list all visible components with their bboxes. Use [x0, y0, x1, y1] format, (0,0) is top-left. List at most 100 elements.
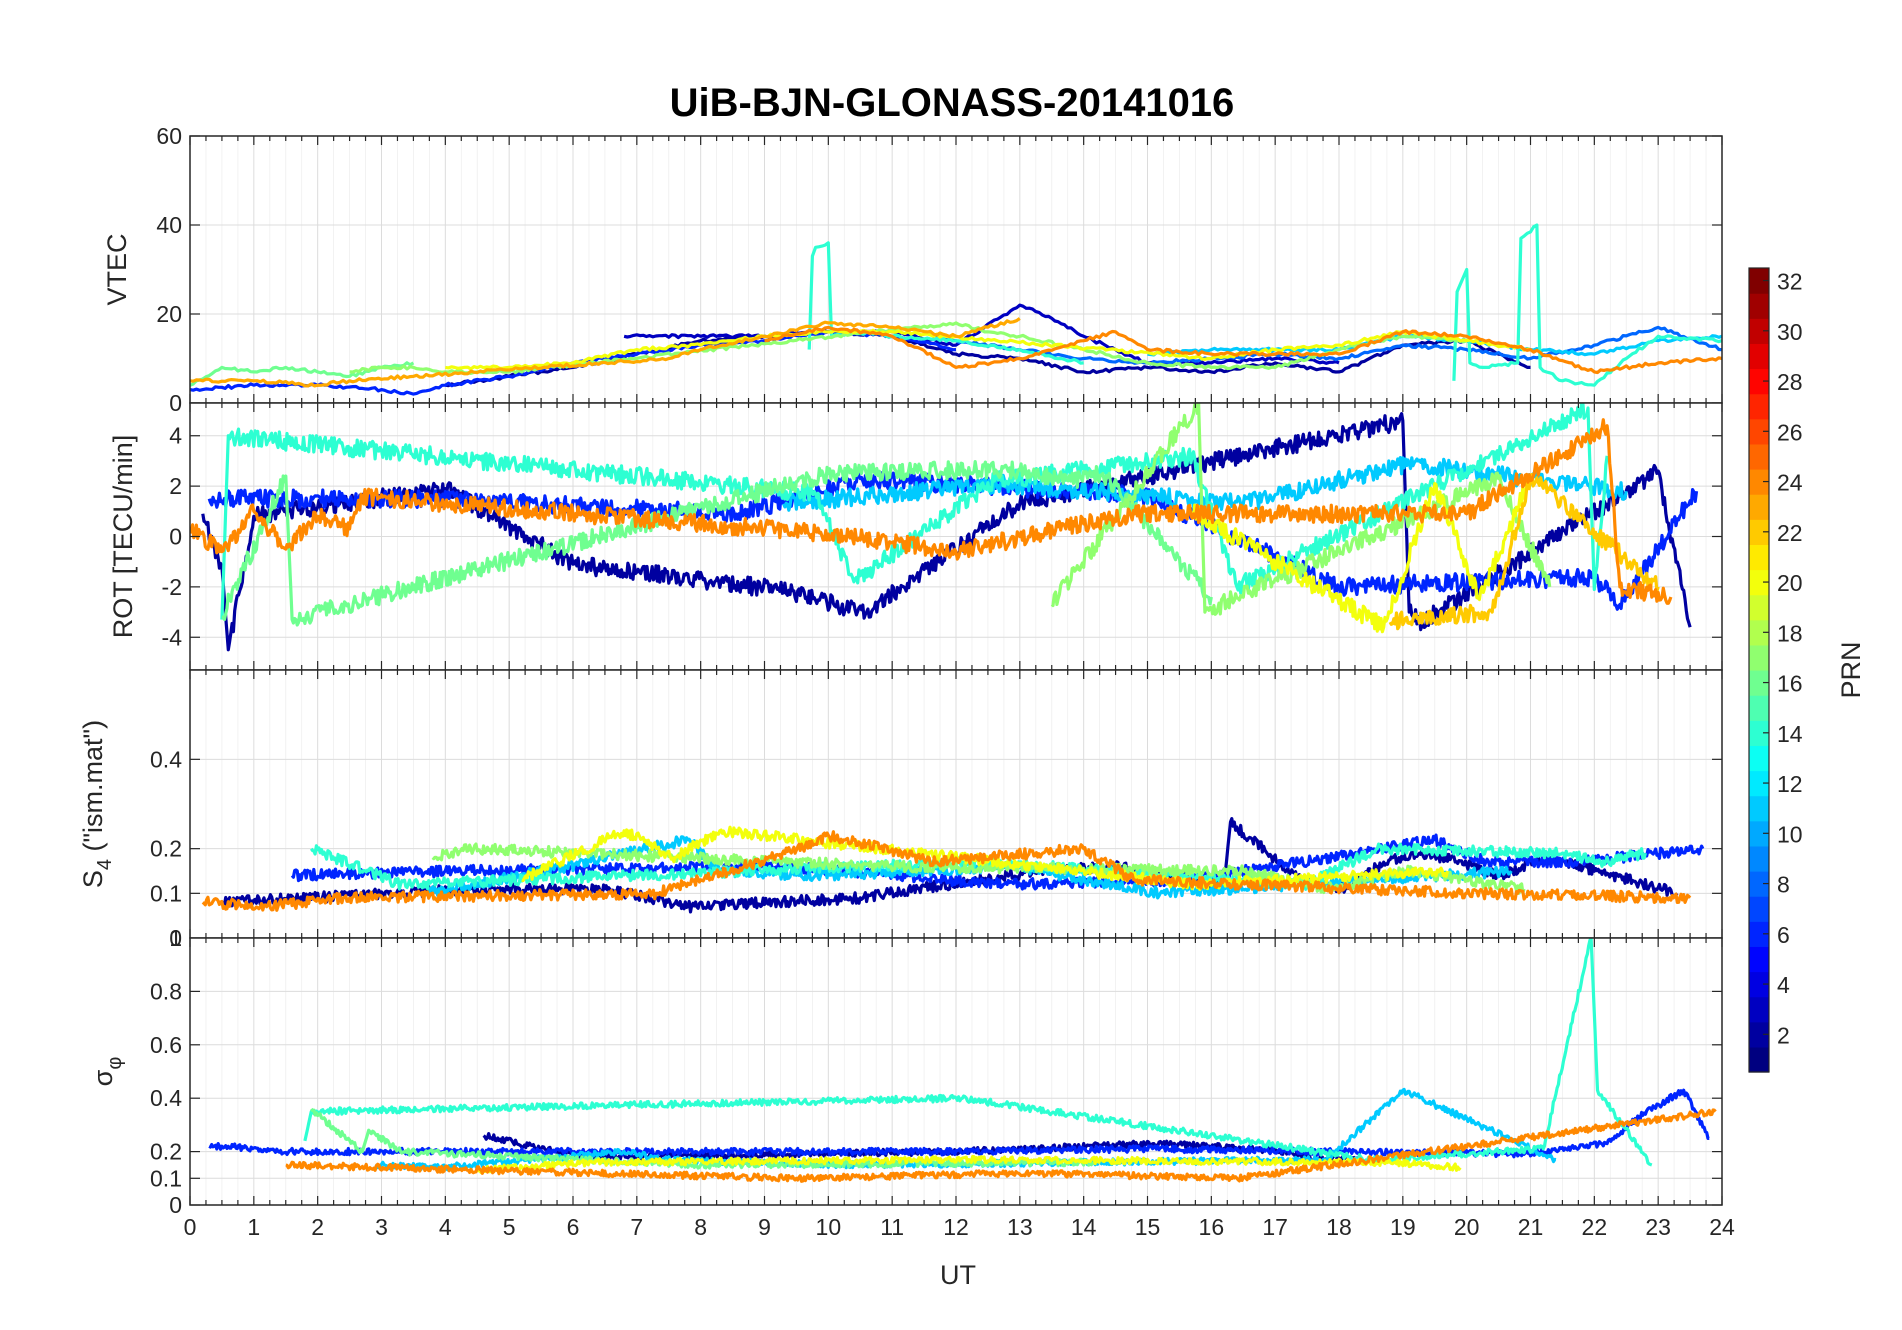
colorbar-tick-label: 18: [1777, 620, 1803, 646]
colorbar-bin: [1749, 368, 1769, 395]
y-axis-label-rest: ("ism.mat"): [78, 720, 108, 859]
y-axis-label-main: S: [78, 870, 108, 888]
x-tick-label: 1: [247, 1214, 260, 1240]
colorbar-tick-label: 2: [1777, 1022, 1790, 1048]
colorbar-bin: [1749, 293, 1769, 319]
y-tick-label: 0.2: [150, 836, 182, 862]
x-tick-label: 6: [567, 1214, 580, 1240]
y-tick-label: 2: [169, 473, 182, 499]
colorbar-bin: [1749, 418, 1769, 445]
colorbar-tick-label: 4: [1777, 972, 1790, 998]
x-tick-label: 14: [1071, 1214, 1097, 1240]
series-prn-20: [1190, 474, 1532, 634]
x-tick-label: 9: [758, 1214, 771, 1240]
overlapping-tick-label: 0: [169, 925, 182, 951]
x-tick-label: 7: [630, 1214, 643, 1240]
colorbar-bin: [1749, 644, 1769, 671]
colorbar-bin: [1749, 745, 1769, 772]
colorbar-bin: [1749, 670, 1769, 696]
y-tick-label: -2: [162, 574, 182, 600]
colorbar-bin: [1749, 996, 1769, 1023]
y-tick-label: 0.1: [150, 880, 182, 906]
colorbar-bin: [1749, 343, 1769, 370]
y-tick-label: 4: [169, 423, 182, 449]
x-tick-label: 23: [1645, 1214, 1671, 1240]
series-prn-24: [201, 830, 1692, 912]
y-tick-label: 0: [169, 524, 182, 550]
colorbar-tick-label: 6: [1777, 922, 1790, 948]
colorbar-bin: [1749, 871, 1769, 897]
colorbar-bin: [1749, 1046, 1769, 1073]
x-tick-label: 16: [1199, 1214, 1225, 1240]
colorbar-frame: [1748, 267, 1770, 1073]
series-prn-22: [1388, 473, 1660, 631]
y-tick-label: 0.2: [150, 1139, 182, 1165]
series-prn-24: [764, 325, 1722, 375]
colorbar-bin: [1749, 544, 1769, 571]
y-tick-label: 0: [169, 390, 182, 416]
colorbar-bin: [1749, 795, 1769, 822]
series-prn-6: [207, 469, 1699, 611]
y-axis-label-main: σ: [88, 1069, 118, 1086]
colorbar-bin: [1749, 318, 1769, 344]
colorbar-tick-label: 8: [1777, 872, 1790, 898]
colorbar-tick-label: 30: [1777, 319, 1803, 345]
colorbar-bin: [1749, 946, 1769, 973]
x-tick-label: 24: [1709, 1214, 1735, 1240]
colorbar-bin: [1749, 820, 1769, 847]
series-prn-17: [1050, 403, 1552, 616]
series-group: [190, 223, 1722, 396]
colorbar-tick-label: 16: [1777, 671, 1803, 697]
series-group: [208, 938, 1717, 1183]
series-prn-20: [445, 328, 1531, 371]
y-axis-label-sigma_phi: σφ: [88, 1057, 126, 1087]
colorbar-bin: [1749, 569, 1769, 596]
colorbar-bin: [1749, 921, 1769, 947]
y-tick-label: 60: [156, 123, 182, 149]
x-tick-label: 3: [375, 1214, 388, 1240]
colorbar-bin: [1749, 619, 1769, 646]
y-tick-label: 0.4: [150, 1085, 182, 1111]
colorbar-tick-label: 32: [1777, 269, 1803, 295]
y-tick-label: 0.1: [150, 1165, 182, 1191]
x-axis-label: UT: [940, 1260, 976, 1290]
colorbar-bin: [1749, 1021, 1769, 1048]
colorbar-tick-label: 14: [1777, 721, 1803, 747]
panel-s4: 0.1 0.2 0.4 01 S4 ("ism.mat"): [78, 669, 1723, 951]
colorbar-tick-label: 12: [1777, 771, 1803, 797]
x-tick-label: 20: [1454, 1214, 1480, 1240]
y-tick-label: 0.4: [150, 746, 182, 772]
colorbar-tick-label: 28: [1777, 369, 1803, 395]
colorbar-tick-label: 24: [1777, 470, 1803, 496]
series-prn-14: [303, 938, 1653, 1167]
x-tick-label: 5: [503, 1214, 516, 1240]
x-tick-label: 0: [184, 1214, 197, 1240]
y-axis-label-rot: ROT [TECU/min]: [108, 435, 138, 639]
x-tick-label: 10: [816, 1214, 842, 1240]
colorbar-bin: [1749, 695, 1769, 721]
colorbar-tick-label: 20: [1777, 570, 1803, 596]
series-prn-17: [431, 842, 1526, 895]
colorbar-bin: [1749, 971, 1769, 998]
y-axis-label-subscript: 4: [94, 859, 116, 870]
colorbar-tick-label: 22: [1777, 520, 1803, 546]
y-tick-label: -4: [162, 624, 183, 650]
overlapping-tick-label: 1: [169, 925, 182, 951]
y-tick-label: 40: [156, 212, 182, 238]
colorbar-bin: [1749, 268, 1769, 294]
colorbar-bin: [1749, 845, 1769, 872]
series-prn-20: [476, 1154, 1462, 1175]
series-prn-23: [190, 317, 1021, 388]
colorbar-tick-label: 26: [1777, 419, 1803, 445]
colorbar-bin: [1749, 393, 1769, 420]
colorbar-bin: [1749, 469, 1769, 495]
x-tick-label: 19: [1390, 1214, 1416, 1240]
series-prn-24: [285, 1108, 1717, 1183]
y-tick-label: 0.8: [150, 978, 182, 1004]
colorbar-bin: [1749, 720, 1769, 746]
x-tick-label: 11: [880, 1214, 904, 1240]
